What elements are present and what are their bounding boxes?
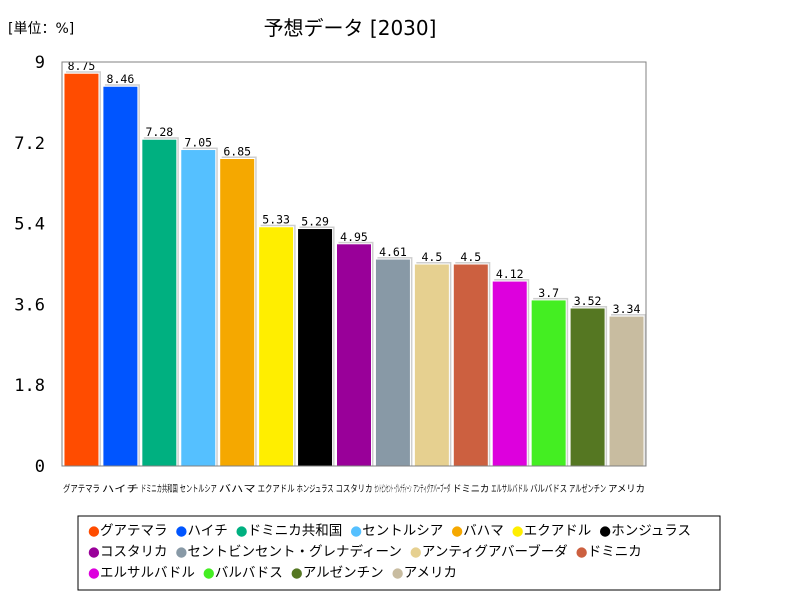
x-tick-label: バルバドス <box>530 484 567 495</box>
legend-label: バルバドス <box>215 565 283 581</box>
x-tick-label: ハイチ <box>102 484 139 495</box>
legend-marker: ● <box>512 523 524 539</box>
legend-marker: ● <box>410 544 422 560</box>
bar <box>374 258 411 467</box>
data-label: 4.5 <box>421 250 442 264</box>
x-tick-label: エクアドル <box>258 484 295 495</box>
bar <box>608 315 645 467</box>
data-label: 3.34 <box>613 302 641 316</box>
bar <box>63 72 100 467</box>
data-label: 7.28 <box>145 125 173 139</box>
legend-marker: ● <box>236 523 248 539</box>
x-tick-label: アンティグアバーブーダ <box>413 483 450 495</box>
legend-label: コスタリカ <box>100 544 168 560</box>
data-label: 8.75 <box>68 59 96 73</box>
data-label: 7.05 <box>184 136 212 150</box>
x-tick-label: ドミニカ <box>452 484 489 495</box>
plot-area-frame <box>61 61 647 467</box>
legend-label: ハイチ <box>188 523 228 539</box>
bars-layer <box>63 71 647 467</box>
legend-box <box>77 515 721 591</box>
x-tick-label: コスタリカ <box>336 484 373 495</box>
legend-marker: ● <box>291 565 303 581</box>
y-tick-label: 3.6 <box>14 295 45 315</box>
bar <box>569 307 606 467</box>
legend-label: アンティグアバーブーダ <box>422 543 568 560</box>
legend-marker: ● <box>176 544 188 560</box>
legend-marker: ● <box>451 523 463 539</box>
legend: ● グアテマラ ● ハイチ ● ドミニカ共和国 ● セントルシア ● バハマ ● エクアドル ● ホンジュ… <box>88 523 691 581</box>
y-tick-label: 1.8 <box>14 376 45 396</box>
legend-label: ホンジュラス <box>611 523 691 539</box>
bar <box>452 263 489 467</box>
legend-label: アメリカ <box>404 565 457 581</box>
x-tick-label: アメリカ <box>608 484 645 495</box>
legend-marker: ● <box>576 544 588 560</box>
bar <box>336 243 372 467</box>
x-tick-label: アルゼンチン <box>569 483 606 495</box>
legend-marker: ● <box>350 523 362 539</box>
bar <box>180 149 217 467</box>
legend-label: アルゼンチン <box>303 565 384 581</box>
bar <box>491 280 528 467</box>
legend-label: グアテマラ <box>100 523 168 539</box>
legend-label: セントルシア <box>362 523 443 539</box>
y-tick-label: 9 <box>35 53 45 73</box>
y-tick-label: 7.2 <box>14 134 45 154</box>
bar <box>413 263 450 467</box>
x-tick-label: ドミニカ共和国 <box>141 484 178 495</box>
x-tick-label: セントビンセント・グレナディーン <box>374 483 411 495</box>
legend-label: ドミニカ共和国 <box>248 523 343 539</box>
legend-marker: ● <box>599 523 611 539</box>
bar <box>258 226 295 467</box>
y-axis-ticks: 0 1.8 3.6 5.4 7.2 9 <box>14 53 45 477</box>
legend-marker: ● <box>88 523 100 539</box>
bar <box>219 158 256 467</box>
x-tick-label: グアテマラ <box>63 483 100 495</box>
bar <box>141 138 178 467</box>
bar <box>297 228 334 467</box>
legend-marker: ● <box>392 565 404 581</box>
x-tick-label: セントルシア <box>180 484 217 495</box>
y-tick-label: 0 <box>35 457 45 477</box>
legend-marker: ● <box>203 565 215 581</box>
data-label: 5.33 <box>262 213 290 227</box>
bar <box>530 299 567 467</box>
legend-label: エルサルバドル <box>100 565 195 581</box>
legend-label: セントビンセント・グレナディーン <box>188 543 402 560</box>
legend-label: ドミニカ <box>588 544 642 560</box>
legend-marker: ● <box>88 544 100 560</box>
data-label: 8.46 <box>107 72 135 86</box>
chart-title: 予想データ [2030] <box>264 16 437 40</box>
legend-marker: ● <box>176 523 188 539</box>
data-label: 5.29 <box>301 215 329 229</box>
value-labels-layer: 8.75 8.46 7.28 7.05 6.85 5.33 5.29 4.95 4.61 4.5 4… <box>68 59 641 316</box>
data-label: 4.95 <box>340 230 368 244</box>
data-label: 3.52 <box>574 294 602 308</box>
unit-label: [単位：%] <box>8 21 74 37</box>
legend-label: バハマ <box>463 523 504 539</box>
data-label: 4.61 <box>379 245 407 259</box>
x-tick-label: バハマ <box>219 484 256 495</box>
data-label: 4.5 <box>460 250 481 264</box>
data-label: 6.85 <box>223 145 251 159</box>
x-tick-label: エルサルバドル <box>491 484 528 495</box>
data-label: 4.12 <box>496 267 524 281</box>
legend-marker: ● <box>88 565 100 581</box>
legend-label: エクアドル <box>524 523 592 539</box>
x-tick-label: ホンジュラス <box>297 484 334 495</box>
data-label: 3.7 <box>538 286 559 300</box>
y-tick-label: 5.4 <box>14 215 45 235</box>
bar <box>102 85 139 467</box>
